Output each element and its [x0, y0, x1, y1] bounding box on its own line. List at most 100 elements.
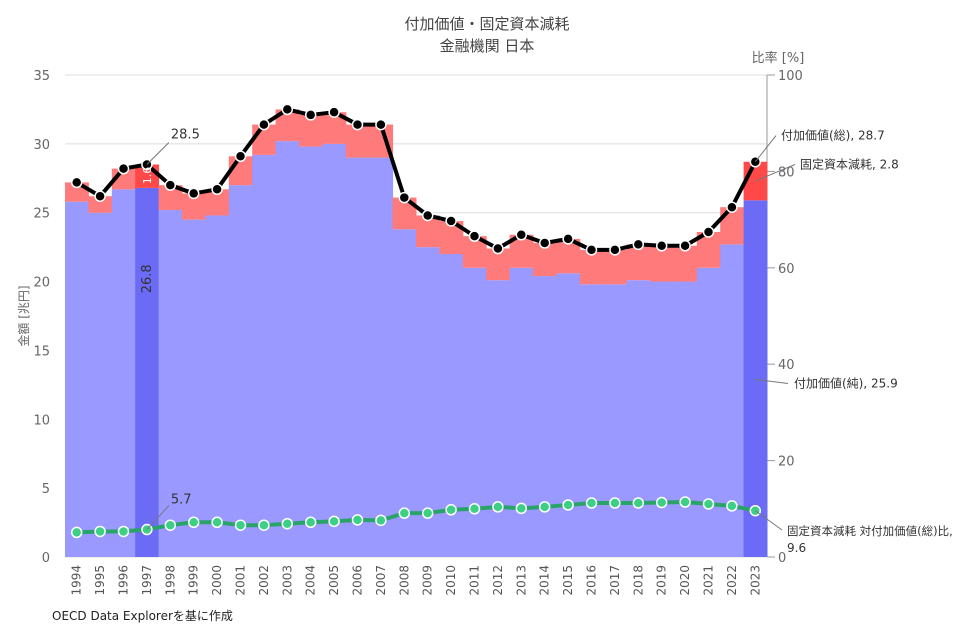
x-tick: 2009 [421, 565, 435, 596]
bar-net-1995 [88, 212, 113, 557]
bar-cfc-2021 [696, 231, 721, 268]
x-tick: 2001 [234, 565, 248, 596]
x-tick: 2019 [655, 565, 669, 596]
point-ratio-2011 [468, 503, 481, 515]
point-ratio-2017 [609, 497, 621, 509]
bar-net-2005 [322, 143, 347, 557]
y-tick-left: 20 [33, 276, 50, 291]
point-ratio-2021 [702, 498, 715, 510]
bar-cfc-2020 [673, 245, 698, 282]
point-gross-2003 [281, 103, 294, 116]
point-gross-2002 [258, 118, 270, 131]
point-gross-2010 [445, 215, 457, 227]
point-ratio-2016 [585, 497, 598, 509]
point-gross-2021 [702, 226, 715, 238]
y-tick-left: 35 [33, 69, 50, 84]
point-ratio-2009 [421, 507, 434, 519]
y-tick-right: 80 [778, 165, 795, 180]
point-gross-2017 [609, 244, 621, 256]
label-2023-cfc: 固定資本減耗, 2.8 [800, 157, 899, 172]
x-tick: 2000 [210, 565, 224, 596]
point-ratio-1998 [164, 519, 177, 531]
point-ratio-2013 [515, 502, 528, 515]
bar-cfc-2006 [345, 124, 370, 158]
point-ratio-2019 [655, 496, 668, 509]
y-tick-right: 40 [778, 358, 795, 373]
bar-net-1998 [158, 209, 183, 557]
point-ratio-1995 [94, 525, 106, 538]
bar-net-2022 [720, 244, 745, 558]
point-ratio-2015 [562, 499, 574, 511]
point-ratio-2002 [258, 519, 270, 531]
point-gross-2001 [234, 150, 247, 163]
leader-1997-ratio [146, 505, 170, 530]
point-gross-1998 [164, 179, 177, 191]
point-gross-2008 [398, 191, 411, 204]
label-2023-gross: 付加価値(総), 28.7 [781, 128, 885, 143]
bar-cfc-2004 [299, 114, 323, 147]
bar-cfc-2010 [439, 220, 464, 255]
bar-net-2012 [486, 280, 511, 557]
bar-cfc-2018 [626, 244, 651, 281]
y-tick-right: 0 [778, 551, 786, 566]
bar-cfc-2013 [509, 234, 534, 268]
point-ratio-2020 [679, 496, 691, 508]
x-tick: 2008 [397, 565, 411, 596]
point-ratio-2012 [492, 501, 504, 513]
point-gross-2020 [679, 240, 691, 252]
point-gross-2009 [421, 209, 434, 222]
x-tick: 2002 [257, 565, 271, 596]
x-tick: 2006 [351, 565, 365, 596]
x-tick: 2010 [444, 565, 458, 596]
point-ratio-2022 [726, 500, 738, 512]
y-tick-right: 20 [778, 455, 795, 470]
bar-net-1999 [182, 219, 206, 557]
point-ratio-2006 [351, 514, 364, 526]
bar-net-2015 [556, 273, 581, 557]
right-axis-label: 比率 [%] [752, 50, 805, 66]
y-tick-right: 60 [778, 262, 795, 277]
bar-cfc-2014 [533, 243, 557, 277]
point-gross-2000 [211, 183, 223, 196]
x-tick: 2020 [678, 565, 692, 596]
x-tick: 1995 [93, 565, 107, 596]
point-gross-2006 [351, 118, 364, 131]
label-2023-ratio-line2: 9.6 [787, 541, 806, 555]
point-ratio-2000 [211, 516, 223, 529]
bar-net-2007 [369, 157, 394, 557]
x-tick: 2016 [585, 565, 599, 596]
label-1997-cfc: 1.6 [141, 167, 154, 185]
bar-cfc-1999 [182, 193, 206, 220]
bar-cfc-2005 [322, 112, 347, 144]
bar-cfc-2019 [650, 245, 674, 282]
bar-cfc-1998 [158, 185, 183, 210]
y-tick-left: 10 [33, 413, 50, 428]
x-tick: 1994 [70, 565, 84, 596]
bar-cfc-2012 [486, 248, 511, 281]
point-gross-2007 [375, 118, 387, 131]
label-2023-net: 付加価値(純), 25.9 [794, 375, 898, 390]
y-tick-right: 100 [778, 69, 803, 84]
point-gross-1995 [94, 190, 106, 202]
point-gross-1994 [70, 176, 83, 189]
x-tick: 2011 [468, 565, 482, 596]
bar-cfc-2011 [462, 236, 487, 268]
y-tick-left: 5 [42, 482, 50, 497]
bar-cfc-2000 [205, 189, 230, 216]
chart-subtitle: 金融機関 日本 [440, 37, 535, 55]
x-tick: 1999 [187, 565, 201, 596]
bar-cfc-2003 [275, 109, 300, 142]
bar-cfc-1995 [88, 196, 113, 213]
point-ratio-2007 [375, 514, 387, 527]
point-ratio-2003 [281, 517, 294, 530]
source-note: OECD Data Explorerを基に作成 [52, 609, 233, 623]
leader-2023-net [755, 378, 789, 384]
point-gross-2005 [328, 106, 340, 118]
point-gross-2013 [515, 228, 528, 241]
x-tick: 2007 [374, 565, 388, 596]
x-tick: 2003 [280, 565, 294, 596]
x-tick: 2012 [491, 565, 505, 596]
bar-net-2004 [299, 146, 323, 557]
bar-net-2021 [696, 267, 721, 557]
bar-cfc-2022 [720, 207, 745, 245]
